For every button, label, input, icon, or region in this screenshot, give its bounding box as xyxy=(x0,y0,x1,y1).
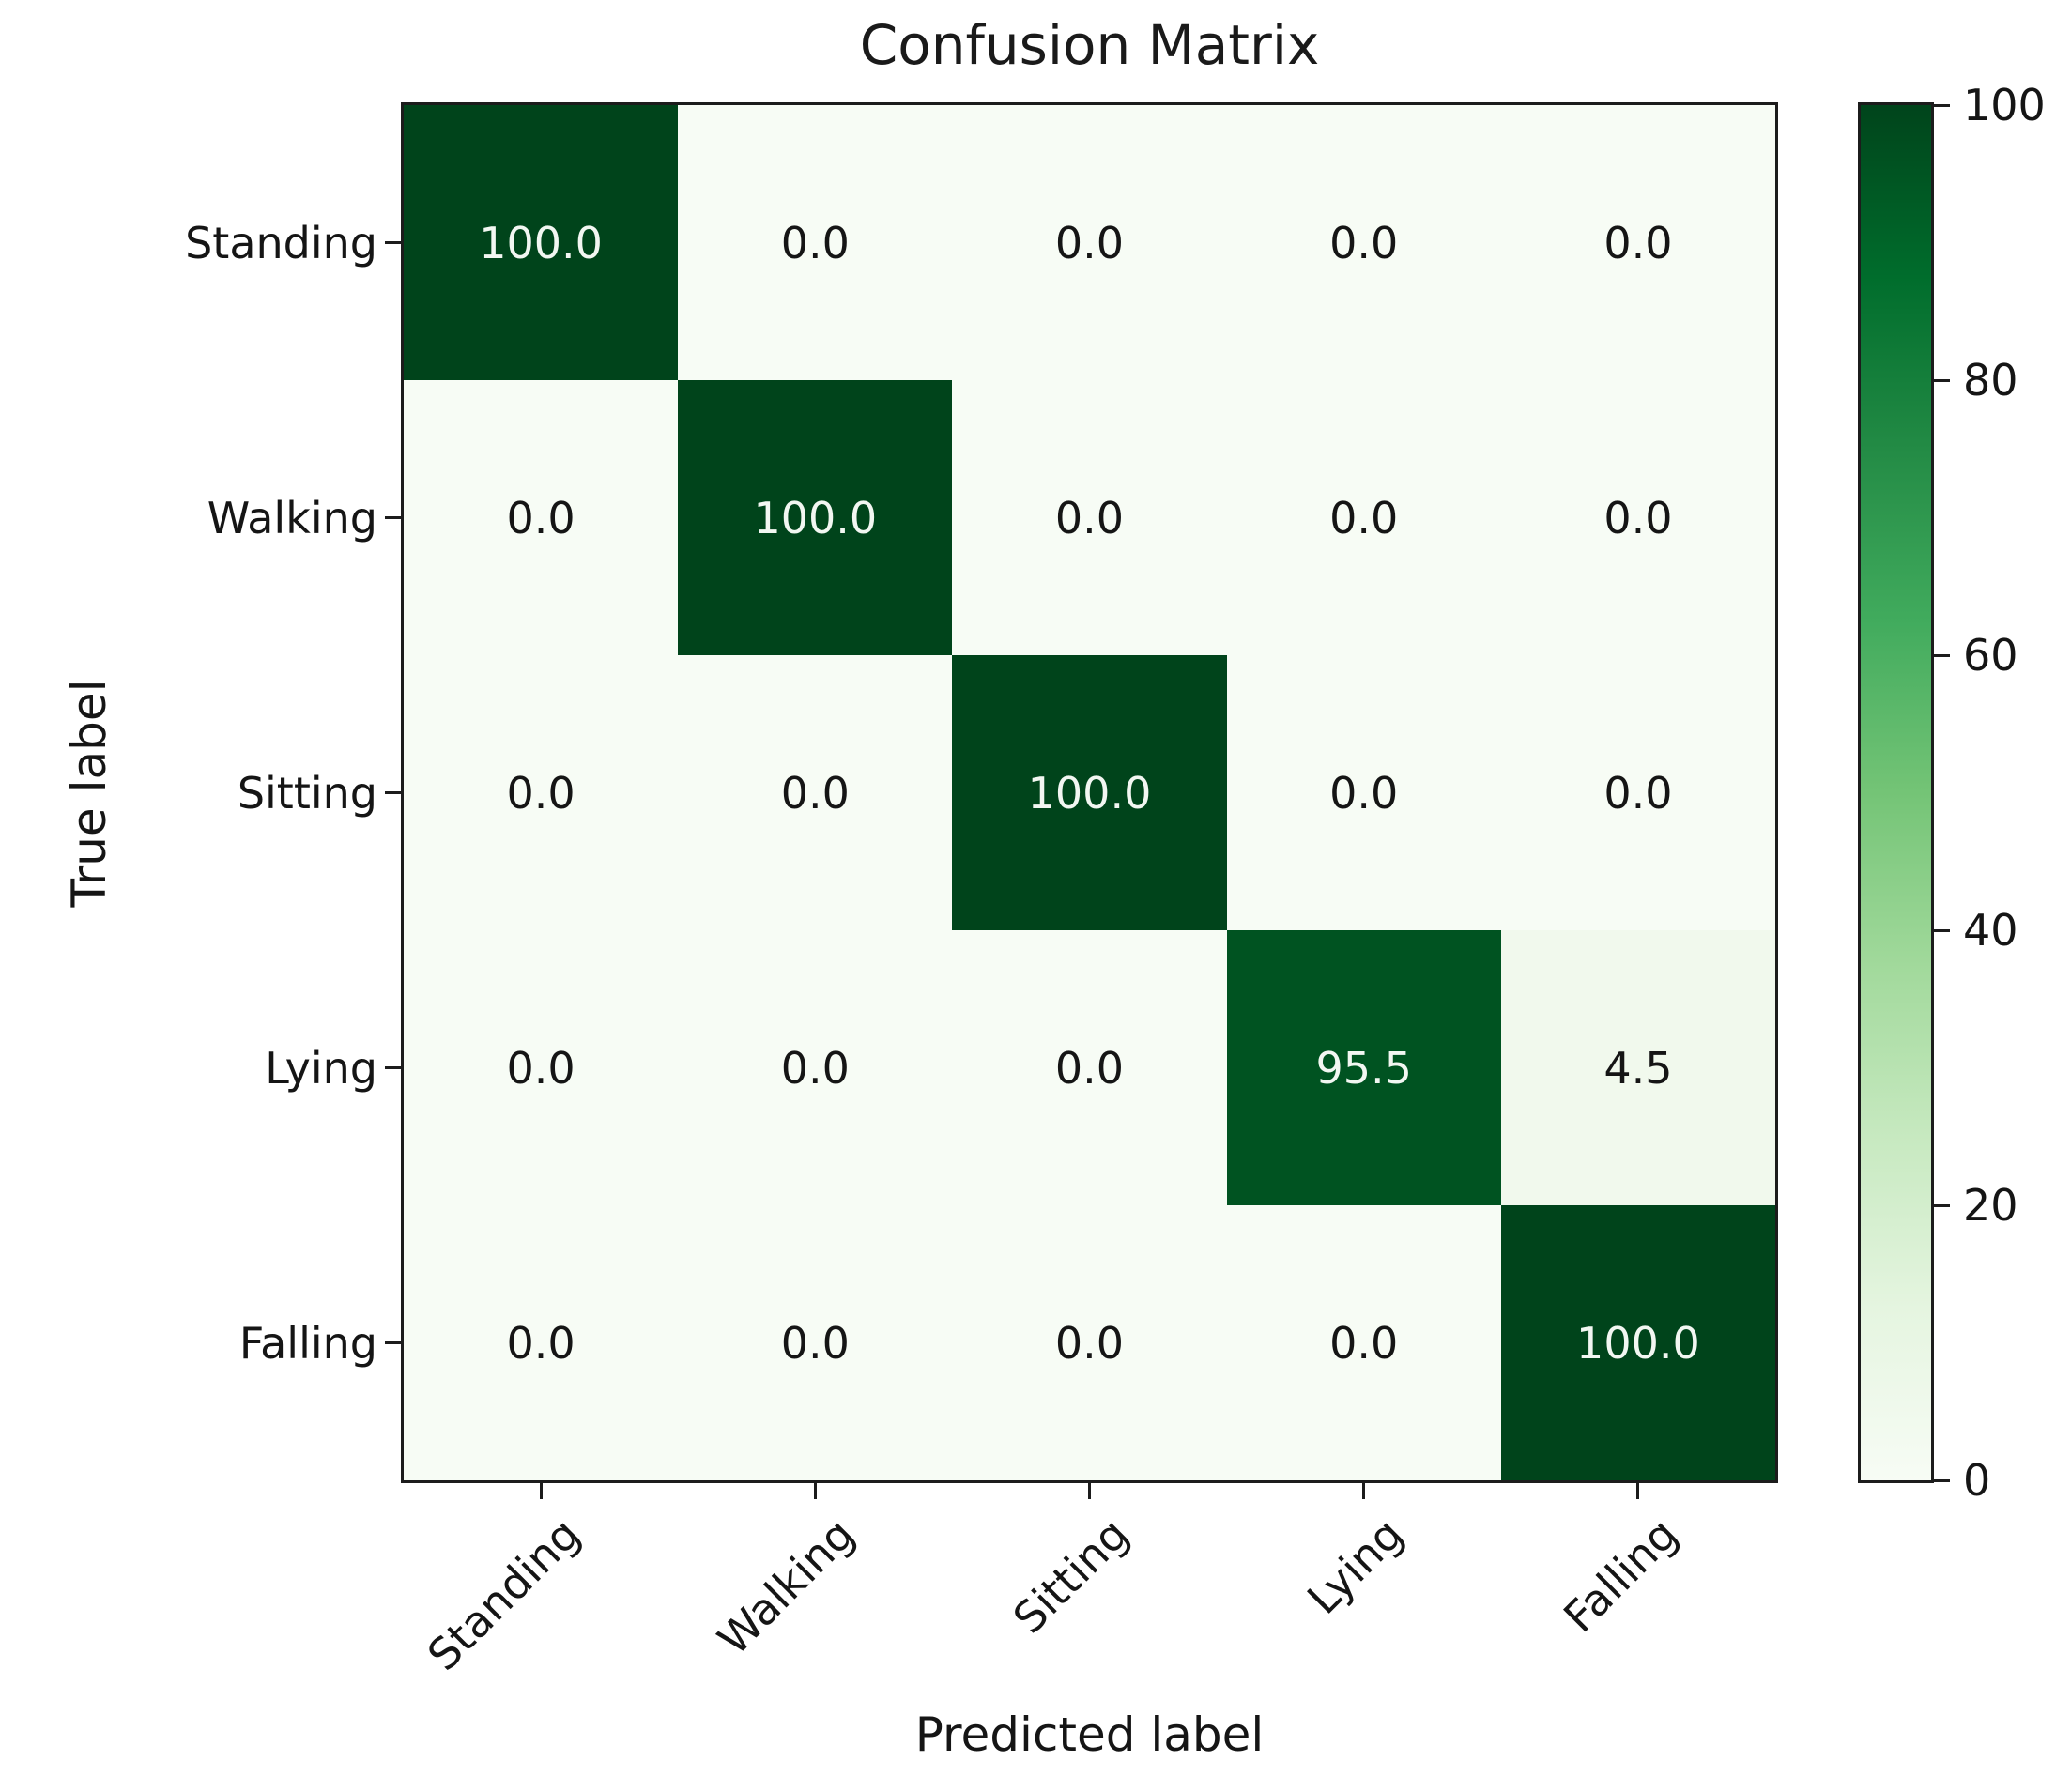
colorbar-tick-label-20: 20 xyxy=(1963,1180,2018,1231)
x-tick-label-standing: Standing xyxy=(418,1509,591,1681)
matrix-cell-standing-sitting: 0.0 xyxy=(952,105,1227,380)
y-axis-tick xyxy=(385,516,401,519)
matrix-cell-falling-walking: 0.0 xyxy=(678,1205,953,1480)
matrix-cell-sitting-sitting: 100.0 xyxy=(952,655,1227,930)
colorbar-tick-label-80: 80 xyxy=(1963,355,2018,406)
colorbar-tick xyxy=(1934,928,1950,932)
x-tick-label-sitting: Sitting xyxy=(1004,1509,1139,1644)
matrix-cell-falling-standing: 0.0 xyxy=(404,1205,679,1480)
colorbar-tick-label-0: 0 xyxy=(1963,1455,1991,1506)
matrix-cell-sitting-falling: 0.0 xyxy=(1500,655,1775,930)
matrix-cell-walking-walking: 100.0 xyxy=(678,380,953,655)
matrix-cell-walking-lying: 0.0 xyxy=(1226,380,1501,655)
x-tick-label-lying: Lying xyxy=(1297,1509,1413,1624)
x-axis-tick xyxy=(813,1483,817,1499)
y-axis-tick xyxy=(385,1341,401,1344)
y-axis-tick xyxy=(385,791,401,794)
matrix-cell-falling-lying: 0.0 xyxy=(1226,1205,1501,1480)
x-tick-label-falling: Falling xyxy=(1553,1509,1688,1643)
colorbar xyxy=(1858,102,1934,1483)
matrix-cell-lying-walking: 0.0 xyxy=(678,930,953,1205)
y-axis-tick xyxy=(385,241,401,244)
colorbar-tick xyxy=(1934,1478,1950,1482)
matrix-cell-sitting-lying: 0.0 xyxy=(1226,655,1501,930)
matrix-cell-falling-sitting: 0.0 xyxy=(952,1205,1227,1480)
x-axis-tick xyxy=(539,1483,543,1499)
x-axis-tick xyxy=(1088,1483,1091,1499)
y-axis-tick xyxy=(385,1066,401,1069)
heatmap-grid: 100.0 0.0 0.0 0.0 0.0 0.0 100.0 0.0 0.0 0.0 0.0 0.0… xyxy=(401,102,1778,1483)
matrix-cell-walking-sitting: 0.0 xyxy=(952,380,1227,655)
matrix-cell-sitting-standing: 0.0 xyxy=(404,655,679,930)
x-axis-tick xyxy=(1636,1483,1640,1499)
matrix-cell-walking-falling: 0.0 xyxy=(1500,380,1775,655)
matrix-cell-lying-falling: 4.5 xyxy=(1500,930,1775,1205)
colorbar-tick-label-100: 100 xyxy=(1963,80,2046,130)
colorbar-tick xyxy=(1934,653,1950,657)
matrix-cell-standing-lying: 0.0 xyxy=(1226,105,1501,380)
colorbar-tick-label-60: 60 xyxy=(1963,630,2018,681)
y-tick-label-sitting: Sitting xyxy=(237,767,377,819)
chart-title: Confusion Matrix xyxy=(859,13,1320,77)
y-tick-label-lying: Lying xyxy=(265,1042,377,1094)
colorbar-tick xyxy=(1934,378,1950,382)
matrix-cell-standing-walking: 0.0 xyxy=(678,105,953,380)
matrix-cell-standing-falling: 0.0 xyxy=(1500,105,1775,380)
colorbar-tick xyxy=(1934,103,1950,107)
matrix-cell-walking-standing: 0.0 xyxy=(404,380,679,655)
y-tick-label-standing: Standing xyxy=(185,217,377,268)
matrix-cell-standing-standing: 100.0 xyxy=(404,105,679,380)
matrix-cell-lying-lying: 95.5 xyxy=(1226,930,1501,1205)
colorbar-tick-label-40: 40 xyxy=(1963,905,2018,956)
matrix-cell-falling-falling: 100.0 xyxy=(1500,1205,1775,1480)
colorbar-tick xyxy=(1934,1203,1950,1207)
x-axis-tick xyxy=(1362,1483,1366,1499)
matrix-cell-lying-sitting: 0.0 xyxy=(952,930,1227,1205)
y-tick-label-walking: Walking xyxy=(207,492,377,544)
x-axis-label: Predicted label xyxy=(914,1708,1265,1762)
matrix-cell-lying-standing: 0.0 xyxy=(404,930,679,1205)
y-tick-label-falling: Falling xyxy=(238,1317,377,1369)
matrix-cell-sitting-walking: 0.0 xyxy=(678,655,953,930)
x-tick-label-walking: Walking xyxy=(708,1509,865,1665)
